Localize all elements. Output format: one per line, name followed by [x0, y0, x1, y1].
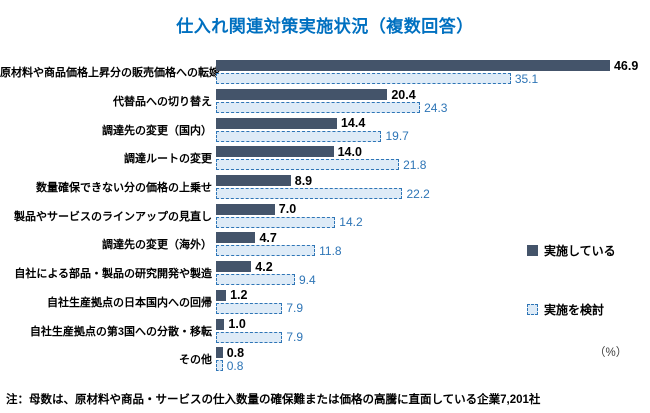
bar-group: 7.0 14.2 — [216, 202, 650, 230]
value-implemented: 0.8 — [226, 345, 245, 360]
footnote: 注：母数は、原材料や商品・サービスの仕入数量の確保難または価格の高騰に直面してい… — [6, 394, 541, 406]
value-considering: 35.1 — [514, 71, 539, 86]
value-considering: 7.9 — [286, 301, 304, 316]
chart-row: 原材料や商品価格上昇分の販売価格への転嫁 46.9 35.1 — [0, 58, 650, 87]
value-implemented: 8.9 — [294, 173, 313, 188]
bar-implemented — [216, 175, 291, 187]
category-label: 製品やサービスのラインアップの見直し — [14, 210, 212, 223]
value-considering: 9.4 — [298, 272, 316, 287]
bar-implemented — [216, 261, 252, 273]
value-implemented: 1.0 — [228, 317, 246, 332]
bar-implemented — [216, 347, 223, 359]
bar-group: 4.7 11.8 — [216, 230, 650, 258]
bar-group: 14.0 21.8 — [216, 144, 650, 172]
bar-considering — [216, 302, 283, 314]
category-label: 自社生産拠点の第3国への分散・移転 — [29, 325, 212, 338]
chart-row: 調達先の変更（海外） 4.7 11.8 — [0, 230, 650, 259]
category-label: その他 — [179, 354, 212, 367]
bar-considering — [216, 331, 283, 343]
category-label: 原材料や商品価格上昇分の販売価格への転嫁 — [0, 67, 220, 80]
legend-dashed-swatch-icon — [527, 304, 538, 315]
chart-rows: 原材料や商品価格上昇分の販売価格への転嫁 46.9 35.1 代替品への切り替え 20.… — [0, 58, 650, 374]
bar-considering — [216, 73, 511, 85]
bar-implemented — [216, 60, 610, 72]
bar-group: 1.2 7.9 — [216, 288, 650, 316]
bar-group: 4.2 9.4 — [216, 259, 650, 287]
bar-considering — [216, 216, 336, 228]
chart-row: その他 0.8 0.8 — [0, 345, 650, 374]
chart-row: 調達先の変更（国内） 14.4 19.7 — [0, 115, 650, 144]
value-considering: 21.8 — [403, 157, 427, 172]
value-considering: 7.9 — [286, 330, 304, 345]
bar-implemented — [216, 146, 334, 158]
bar-group: 0.8 0.8 — [216, 345, 650, 373]
value-implemented: 20.4 — [391, 87, 416, 102]
bar-implemented — [216, 117, 337, 129]
chart-row: 自社による部品・製品の研究開発や製造 4.2 9.4 — [0, 259, 650, 288]
bar-group: 46.9 35.1 — [216, 58, 650, 86]
legend-item-implemented: 実施している — [527, 242, 616, 259]
category-label: 数量確保できない分の価格の上乗せ — [36, 182, 212, 195]
bar-considering — [216, 188, 403, 200]
value-considering: 0.8 — [226, 358, 244, 373]
legend-label-implemented: 実施している — [544, 244, 616, 258]
bar-implemented — [216, 203, 275, 215]
value-implemented: 4.2 — [255, 259, 273, 274]
value-implemented: 46.9 — [613, 58, 639, 73]
value-considering: 19.7 — [385, 129, 409, 144]
value-considering: 11.8 — [319, 243, 342, 258]
category-label: 自社による部品・製品の研究開発や製造 — [14, 268, 212, 281]
bar-considering — [216, 102, 421, 114]
category-label: 代替品への切り替え — [113, 96, 212, 109]
category-label: 自社生産拠点の日本国内への回帰 — [47, 296, 212, 309]
chart-title: 仕入れ関連対策実施状況（複数回答） — [176, 17, 474, 36]
value-implemented: 4.7 — [259, 230, 277, 245]
legend-item-considering: 実施を検討 — [527, 301, 604, 318]
bar-group: 8.9 22.2 — [216, 173, 650, 201]
chart-row: 製品やサービスのラインアップの見直し 7.0 14.2 — [0, 201, 650, 230]
chart-row: 調達ルートの変更 14.0 21.8 — [0, 144, 650, 173]
value-implemented: 1.2 — [230, 288, 248, 303]
bar-implemented — [216, 318, 225, 330]
bar-considering — [216, 130, 382, 142]
bar-implemented — [216, 289, 227, 301]
legend-solid-swatch-icon — [527, 245, 538, 256]
bar-group: 1.0 7.9 — [216, 317, 650, 345]
unit-label: （%） — [594, 347, 628, 359]
bar-considering — [216, 274, 295, 286]
chart-row: 数量確保できない分の価格の上乗せ 8.9 22.2 — [0, 173, 650, 202]
legend-label-considering: 実施を検討 — [544, 303, 605, 317]
value-implemented: 14.4 — [340, 116, 366, 131]
chart-row: 代替品への切り替え 20.4 24.3 — [0, 87, 650, 116]
chart-row: 自社生産拠点の第3国への分散・移転 1.0 7.9 — [0, 316, 650, 345]
bar-considering — [216, 360, 223, 372]
bar-considering — [216, 245, 316, 257]
bar-considering — [216, 159, 400, 171]
bar-implemented — [216, 232, 256, 244]
category-label: 調達先の変更（海外） — [102, 239, 212, 252]
value-considering: 22.2 — [406, 186, 430, 201]
value-implemented: 14.0 — [337, 144, 362, 159]
category-label: 調達先の変更（国内） — [102, 124, 212, 137]
value-considering: 14.2 — [339, 215, 363, 230]
bar-group: 14.4 19.7 — [216, 116, 650, 144]
value-considering: 24.3 — [424, 100, 448, 115]
value-implemented: 7.0 — [278, 202, 297, 217]
chart-row: 自社生産拠点の日本国内への回帰 1.2 7.9 — [0, 288, 650, 317]
bar-implemented — [216, 89, 388, 101]
bar-group: 20.4 24.3 — [216, 87, 650, 115]
category-label: 調達ルートの変更 — [124, 153, 212, 166]
